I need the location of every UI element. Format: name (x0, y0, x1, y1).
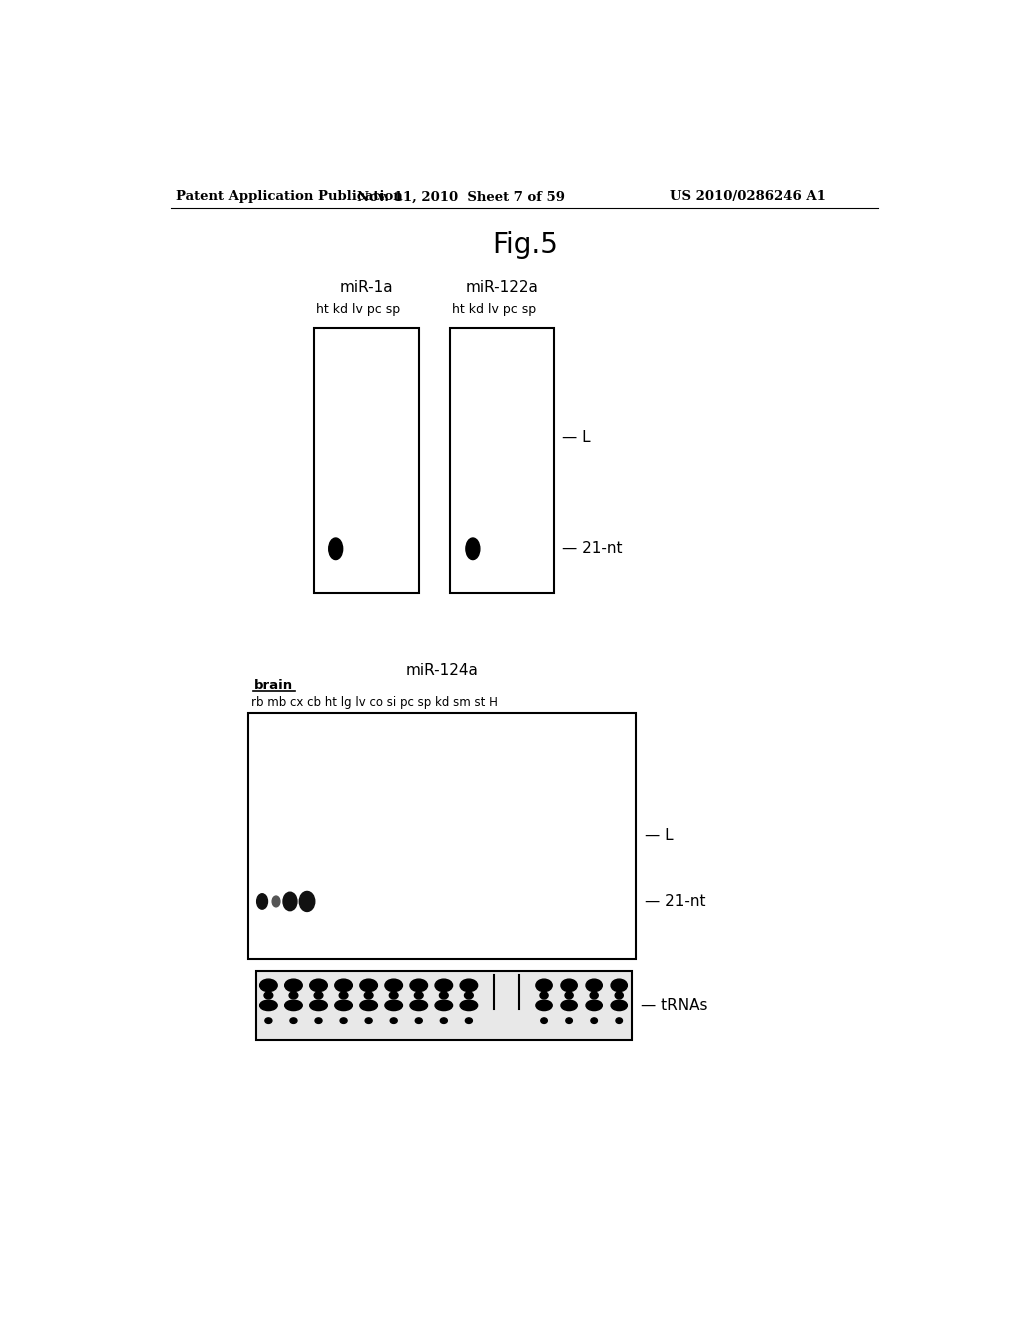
Ellipse shape (566, 1018, 572, 1023)
Ellipse shape (540, 991, 548, 999)
Text: Fig.5: Fig.5 (492, 231, 558, 259)
Ellipse shape (339, 991, 348, 999)
Ellipse shape (561, 1001, 578, 1011)
Text: — tRNAs: — tRNAs (641, 998, 708, 1012)
Ellipse shape (340, 1018, 347, 1023)
Text: — 21-nt: — 21-nt (562, 541, 623, 556)
Ellipse shape (390, 1018, 397, 1023)
Ellipse shape (460, 1001, 477, 1011)
Ellipse shape (335, 1001, 352, 1011)
Ellipse shape (591, 1018, 597, 1023)
Ellipse shape (616, 1018, 623, 1023)
Ellipse shape (260, 1001, 278, 1011)
Ellipse shape (285, 1001, 302, 1011)
Ellipse shape (365, 991, 373, 999)
Ellipse shape (260, 979, 278, 991)
Ellipse shape (314, 991, 323, 999)
Ellipse shape (283, 892, 297, 911)
Ellipse shape (615, 991, 624, 999)
Ellipse shape (309, 1001, 328, 1011)
Ellipse shape (257, 894, 267, 909)
Ellipse shape (272, 896, 280, 907)
Text: rb mb cx cb ht lg lv co si pc sp kd sm st H: rb mb cx cb ht lg lv co si pc sp kd sm s… (251, 696, 498, 709)
Ellipse shape (385, 1001, 402, 1011)
Ellipse shape (410, 1001, 428, 1011)
Ellipse shape (466, 539, 480, 560)
Ellipse shape (611, 979, 628, 991)
Text: brain: brain (254, 680, 294, 693)
Ellipse shape (460, 979, 477, 991)
Text: ht kd lv pc sp: ht kd lv pc sp (316, 302, 400, 315)
Bar (450, 327, 554, 594)
Text: Patent Application Publication: Patent Application Publication (176, 190, 402, 203)
Ellipse shape (611, 1001, 628, 1011)
Ellipse shape (410, 979, 428, 991)
Ellipse shape (440, 1018, 447, 1023)
Ellipse shape (359, 1001, 378, 1011)
Ellipse shape (289, 991, 298, 999)
Ellipse shape (415, 991, 423, 999)
Ellipse shape (541, 1018, 547, 1023)
Ellipse shape (290, 1018, 297, 1023)
Text: US 2010/0286246 A1: US 2010/0286246 A1 (671, 190, 826, 203)
Bar (248, 713, 636, 960)
Ellipse shape (265, 1018, 272, 1023)
Ellipse shape (264, 991, 272, 999)
Ellipse shape (536, 1001, 552, 1011)
Ellipse shape (385, 979, 402, 991)
Ellipse shape (439, 991, 449, 999)
Ellipse shape (590, 991, 598, 999)
Ellipse shape (285, 979, 302, 991)
Text: miR-122a: miR-122a (466, 280, 539, 296)
Ellipse shape (586, 1001, 602, 1011)
Text: — L: — L (562, 430, 591, 445)
Text: Nov. 11, 2010  Sheet 7 of 59: Nov. 11, 2010 Sheet 7 of 59 (357, 190, 565, 203)
Ellipse shape (536, 979, 552, 991)
Ellipse shape (335, 979, 352, 991)
Text: — L: — L (645, 829, 674, 843)
Bar (256, 970, 632, 1040)
Ellipse shape (435, 1001, 453, 1011)
Ellipse shape (565, 991, 573, 999)
Ellipse shape (465, 991, 473, 999)
Ellipse shape (359, 979, 378, 991)
Ellipse shape (329, 539, 343, 560)
Ellipse shape (416, 1018, 422, 1023)
Ellipse shape (465, 1018, 472, 1023)
Ellipse shape (299, 891, 314, 911)
Ellipse shape (389, 991, 398, 999)
Ellipse shape (561, 979, 578, 991)
Text: — 21-nt: — 21-nt (645, 894, 706, 909)
Text: miR-124a: miR-124a (406, 663, 478, 678)
Text: ht kd lv pc sp: ht kd lv pc sp (452, 302, 537, 315)
Ellipse shape (435, 979, 453, 991)
Ellipse shape (315, 1018, 322, 1023)
Text: miR-1a: miR-1a (340, 280, 393, 296)
Ellipse shape (366, 1018, 372, 1023)
Ellipse shape (309, 979, 328, 991)
Bar (314, 327, 419, 594)
Ellipse shape (586, 979, 602, 991)
